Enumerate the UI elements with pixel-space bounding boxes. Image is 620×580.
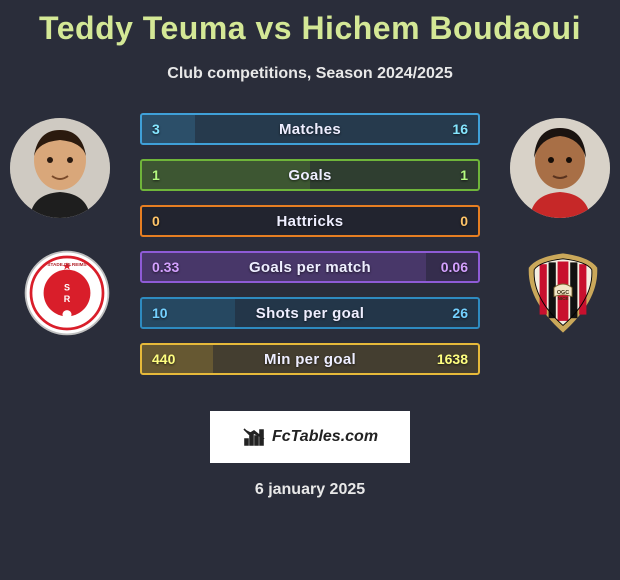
- stat-bar-value-left: 0.33: [152, 253, 179, 281]
- branding-text: FcTables.com: [272, 428, 378, 446]
- stat-bar: Goals per match0.33 0.06: [140, 251, 480, 283]
- comparison-panel: S R STADE DE REIMS OGC NICE Matches3 16 Go…: [0, 113, 620, 393]
- stat-bar-label: Goals: [142, 161, 478, 189]
- stat-bar-label: Hattricks: [142, 207, 478, 235]
- stat-bar-value-right: 1: [460, 161, 468, 189]
- stat-bar: Hattricks0 0: [140, 205, 480, 237]
- stat-bar-value-left: 0: [152, 207, 160, 235]
- stat-bar-value-right: 16: [452, 115, 468, 143]
- stat-bar: Matches3 16: [140, 113, 480, 145]
- stat-bar: Goals1 1: [140, 159, 480, 191]
- svg-text:S: S: [64, 282, 70, 292]
- stat-bar-label: Min per goal: [142, 345, 478, 373]
- date-label: 6 january 2025: [0, 481, 620, 499]
- stat-bar-label: Shots per goal: [142, 299, 478, 327]
- stat-bar-value-right: 0.06: [441, 253, 468, 281]
- player-right-avatar: [510, 118, 610, 218]
- page-title: Teddy Teuma vs Hichem Boudaoui: [0, 0, 620, 47]
- player-right-avatar-icon: [510, 118, 610, 218]
- stat-bar-value-left: 1: [152, 161, 160, 189]
- player-left-avatar: [10, 118, 110, 218]
- stat-bar: Min per goal440 1638: [140, 343, 480, 375]
- svg-text:STADE DE REIMS: STADE DE REIMS: [47, 262, 86, 267]
- stat-bar-value-left: 440: [152, 345, 175, 373]
- club-left-crest: S R STADE DE REIMS: [22, 248, 112, 338]
- svg-text:NICE: NICE: [558, 296, 569, 301]
- svg-text:OGC: OGC: [557, 290, 569, 296]
- stat-bar: Shots per goal10 26: [140, 297, 480, 329]
- club-right-crest-icon: OGC NICE: [518, 248, 608, 338]
- club-right-crest: OGC NICE: [518, 248, 608, 338]
- club-left-crest-icon: S R STADE DE REIMS: [22, 248, 112, 338]
- stat-bar-value-left: 3: [152, 115, 160, 143]
- branding-badge[interactable]: FcTables.com: [210, 411, 410, 463]
- stat-bar-label: Goals per match: [142, 253, 478, 281]
- subtitle: Club competitions, Season 2024/2025: [0, 65, 620, 83]
- stat-bar-value-right: 0: [460, 207, 468, 235]
- branding-chart-icon: [242, 425, 266, 449]
- stat-bar-label: Matches: [142, 115, 478, 143]
- stat-bars: Matches3 16 Goals1 1 Hattricks0 0 Goals per ma…: [140, 113, 480, 389]
- stat-bar-value-left: 10: [152, 299, 168, 327]
- player-left-avatar-icon: [10, 118, 110, 218]
- stat-bar-value-right: 1638: [437, 345, 468, 373]
- stat-bar-value-right: 26: [452, 299, 468, 327]
- svg-text:R: R: [64, 294, 71, 304]
